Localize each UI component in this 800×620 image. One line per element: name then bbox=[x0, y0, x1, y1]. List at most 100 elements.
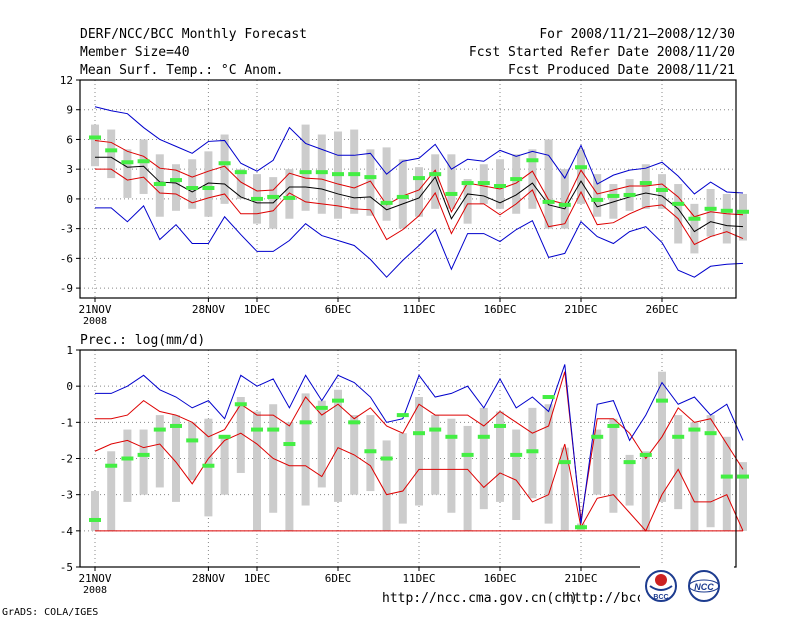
prec-xtick-label: 1DEC bbox=[244, 572, 271, 585]
prec-observed-mark bbox=[332, 398, 344, 403]
url-right[interactable]: http://bcc.c bbox=[566, 591, 660, 606]
prec-observed-mark bbox=[170, 423, 182, 428]
temp-min-line bbox=[95, 205, 744, 278]
temp-spread-box bbox=[382, 147, 391, 221]
temp-spread-box bbox=[123, 149, 132, 198]
temp-observed-mark bbox=[720, 208, 733, 213]
prec-spread-box bbox=[317, 400, 326, 488]
temp-lower-line bbox=[95, 168, 744, 246]
variable-label: Mean Surf. Temp.: °C Anom. bbox=[80, 63, 284, 78]
prec-spread-box bbox=[398, 433, 407, 524]
prec-spread-box bbox=[107, 451, 116, 531]
temp-ytick-label: 9 bbox=[66, 104, 73, 117]
temp-xtick-label: 21NOV bbox=[78, 303, 111, 316]
prec-spread-box bbox=[155, 415, 164, 488]
prec-ytick-label: -5 bbox=[60, 561, 73, 574]
prec-ytick-label: -2 bbox=[60, 453, 73, 466]
temp-observed-mark bbox=[704, 206, 717, 211]
prec-spread-box bbox=[301, 393, 310, 506]
temp-spread-box bbox=[301, 124, 310, 211]
temp-observed-mark bbox=[364, 175, 377, 180]
temp-observed-mark bbox=[429, 172, 442, 177]
temp-ytick-label: -3 bbox=[60, 223, 73, 236]
temp-observed-mark bbox=[672, 201, 685, 206]
temp-spread-box bbox=[172, 164, 180, 211]
temp-observed-mark bbox=[396, 194, 409, 199]
member-size: Member Size=40 bbox=[80, 45, 190, 60]
bcc-logo-icon: BCC bbox=[645, 570, 677, 602]
temp-frame bbox=[79, 79, 737, 299]
temp-observed-mark bbox=[202, 186, 215, 191]
temp-spread-box bbox=[528, 149, 537, 209]
temp-xtick-label: 21DEC bbox=[564, 303, 597, 316]
temp-ytick-label: 12 bbox=[60, 74, 73, 87]
temp-xtick-label: 1DEC bbox=[244, 303, 271, 316]
prec-observed-mark bbox=[315, 405, 328, 410]
prec-spread-box bbox=[690, 422, 699, 531]
prec-spread-box bbox=[722, 436, 731, 531]
temp-spread-box bbox=[690, 203, 699, 254]
temp-ytick-label: -9 bbox=[60, 282, 73, 295]
prec-observed-mark bbox=[413, 431, 425, 436]
temp-spread-box bbox=[350, 129, 359, 214]
temp-observed-mark bbox=[688, 216, 701, 221]
prec-spread-box bbox=[139, 429, 148, 495]
temp-observed-mark bbox=[121, 160, 134, 165]
prec-observed-mark bbox=[737, 474, 749, 479]
prec-ytick-label: 0 bbox=[66, 380, 73, 393]
prec-spread-box bbox=[91, 491, 99, 531]
prec-observed-mark bbox=[477, 434, 490, 439]
prec-observed-mark bbox=[105, 463, 118, 468]
prec-observed-mark bbox=[364, 449, 377, 454]
temp-ytick-label: 3 bbox=[66, 163, 73, 176]
prec-observed-mark bbox=[121, 456, 134, 461]
temp-spread-box bbox=[739, 193, 747, 241]
temp-observed-mark bbox=[251, 196, 263, 201]
temp-spread-box bbox=[431, 154, 440, 209]
prec-observed-mark bbox=[720, 474, 733, 479]
prec-observed-mark bbox=[558, 460, 571, 465]
prec-observed-mark bbox=[445, 434, 458, 439]
prec-spread-box bbox=[415, 397, 423, 506]
prec-observed-mark bbox=[672, 434, 685, 439]
prec-xtick-label: 16DEC bbox=[483, 572, 516, 585]
temp-observed-mark bbox=[623, 192, 636, 197]
url-left[interactable]: http://ncc.cma.gov.cn(ch) bbox=[382, 591, 578, 606]
prec-spread-box bbox=[431, 415, 440, 495]
temp-spread-box bbox=[236, 169, 245, 199]
temp-observed-mark bbox=[656, 187, 668, 192]
prec-xtick-label: 21NOV bbox=[78, 572, 111, 585]
prec-observed-mark bbox=[591, 434, 604, 439]
prec-ytick-label: -4 bbox=[60, 525, 74, 538]
temp-observed-mark bbox=[218, 161, 231, 166]
temp-xtick-label: 11DEC bbox=[402, 303, 435, 316]
temp-ytick-label: -6 bbox=[60, 252, 73, 265]
prec-spread-box bbox=[641, 451, 650, 531]
temp-spread-box bbox=[107, 129, 116, 179]
produced-date: Fcst Produced Date 2008/11/21 bbox=[508, 63, 735, 78]
temp-xtick-label: 16DEC bbox=[483, 303, 516, 316]
temp-observed-mark bbox=[445, 191, 458, 196]
precip-panel-title: Prec.: log(mm/d) bbox=[80, 333, 206, 348]
temp-observed-mark bbox=[461, 181, 474, 186]
temp-observed-mark bbox=[332, 172, 344, 177]
temp-observed-mark bbox=[639, 181, 652, 186]
temp-observed-mark bbox=[283, 195, 296, 200]
temp-spread-box bbox=[593, 174, 602, 217]
temp-observed-mark bbox=[315, 170, 328, 175]
temp-observed-mark bbox=[186, 186, 199, 191]
prec-spread-box bbox=[593, 429, 602, 495]
temp-observed-mark bbox=[153, 182, 166, 187]
temp-spread-box bbox=[544, 139, 553, 229]
temp-spread-box bbox=[91, 124, 99, 167]
prec-xtick-label: 6DEC bbox=[325, 572, 352, 585]
temp-xtick-label: 28NOV bbox=[192, 303, 225, 316]
prec-xtick-label: 21DEC bbox=[564, 572, 597, 585]
prec-spread-box bbox=[285, 422, 294, 531]
forecast-period: For 2008/11/21–2008/12/30 bbox=[539, 27, 735, 42]
prec-spread-box bbox=[382, 440, 391, 531]
temp-observed-mark bbox=[267, 194, 280, 199]
